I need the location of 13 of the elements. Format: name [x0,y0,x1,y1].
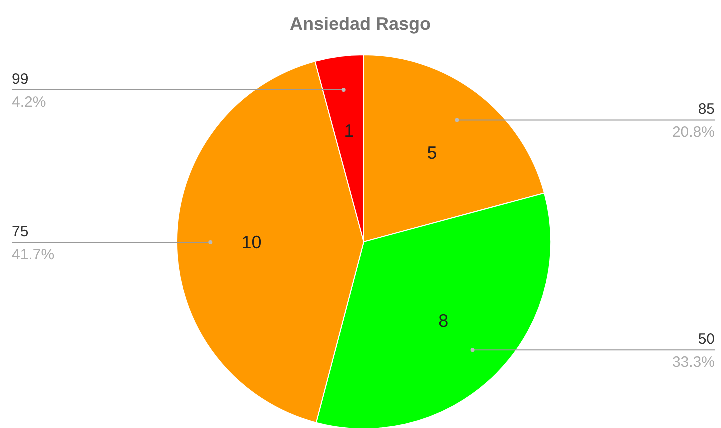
data-label: 20.8% [672,124,715,142]
text: 10 [242,232,262,252]
slice-label: 99 [12,70,29,88]
text: 8 [438,311,449,332]
text: 1 [344,120,354,141]
slice-label: 75 [12,223,29,240]
data-label: 41.7% [12,246,55,264]
slice-label: 50 [698,331,715,348]
text: 5 [427,142,438,163]
slice-label: 85 [698,101,715,118]
data-label: 4.2% [12,94,46,111]
chart-title: Ansiedad Rasgo [290,14,432,34]
data-label: 33.3% [672,354,715,372]
